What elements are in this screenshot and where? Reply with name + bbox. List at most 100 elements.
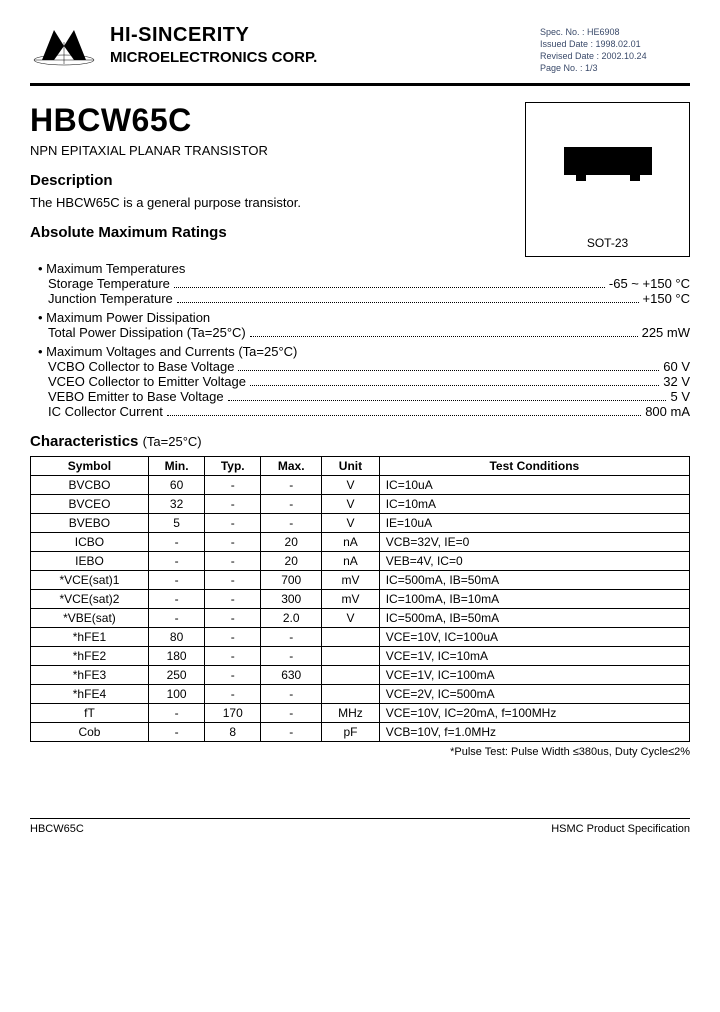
table-cell: - [148,589,204,608]
table-cell: BVCBO [31,475,149,494]
table-cell: VCB=32V, IE=0 [379,532,689,551]
ratings-row-value: 800 mA [645,404,690,419]
part-type: NPN EPITAXIAL PLANAR TRANSISTOR [30,143,515,158]
ratings-row: Junction Temperature+150 °C [30,291,690,306]
table-row: Cob-8-pFVCB=10V, f=1.0MHz [31,722,690,741]
table-cell: VCB=10V, f=1.0MHz [379,722,689,741]
package-diagram: SOT-23 [525,102,690,257]
ratings-row-label: IC Collector Current [48,404,163,419]
table-row: *VBE(sat)--2.0VIC=500mA, IB=50mA [31,608,690,627]
table-cell: - [205,589,261,608]
table-cell: - [205,475,261,494]
ratings-group-title: • Maximum Temperatures [30,261,690,276]
ratings-row-label: VCBO Collector to Base Voltage [48,359,234,374]
table-cell: 100 [148,684,204,703]
table-cell: - [261,722,322,741]
table-cell: ICBO [31,532,149,551]
footer: HBCW65C HSMC Product Specification [30,818,690,835]
table-header: Max. [261,456,322,475]
table-cell: IEBO [31,551,149,570]
table-cell: Cob [31,722,149,741]
table-header: Min. [148,456,204,475]
ratings-row-label: Total Power Dissipation (Ta=25°C) [48,325,246,340]
table-cell: V [322,608,380,627]
table-cell: - [205,665,261,684]
ratings-row-value: 60 V [663,359,690,374]
table-cell: - [205,494,261,513]
table-cell: IC=100mA, IB=10mA [379,589,689,608]
table-row: BVCEO32--VIC=10mA [31,494,690,513]
table-cell: BVCEO [31,494,149,513]
table-cell: - [205,532,261,551]
table-cell: *VCE(sat)1 [31,570,149,589]
table-cell: VCE=1V, IC=100mA [379,665,689,684]
table-cell: - [205,551,261,570]
ratings-heading: Absolute Maximum Ratings [30,224,515,241]
ratings-block: • Maximum TemperaturesStorage Temperatur… [30,261,690,419]
table-row: *VCE(sat)2--300mVIC=100mA, IB=10mA [31,589,690,608]
table-header: Unit [322,456,380,475]
company-logo [30,24,98,66]
characteristics-heading: Characteristics (Ta=25°C) [30,433,690,450]
table-cell: - [261,513,322,532]
table-cell: - [205,570,261,589]
table-cell: BVEBO [31,513,149,532]
table-cell: - [148,608,204,627]
table-cell: *VCE(sat)2 [31,589,149,608]
table-cell: IE=10uA [379,513,689,532]
table-cell: - [261,627,322,646]
table-cell: 180 [148,646,204,665]
table-cell: - [148,551,204,570]
package-label: SOT-23 [526,236,689,250]
part-number: HBCW65C [30,102,515,139]
ratings-group-title: • Maximum Power Dissipation [30,310,690,325]
table-header: Typ. [205,456,261,475]
characteristics-footnote: *Pulse Test: Pulse Width ≤380us, Duty Cy… [30,746,690,758]
company-name: HI-SINCERITY [110,24,528,47]
table-cell: - [148,722,204,741]
table-cell [322,665,380,684]
table-cell: 80 [148,627,204,646]
spec-block: Spec. No. : HE6908 Issued Date : 1998.02… [540,26,690,75]
footer-right: HSMC Product Specification [551,823,690,835]
description-text: The HBCW65C is a general purpose transis… [30,195,515,210]
table-cell: 700 [261,570,322,589]
spec-page: Page No. : 1/3 [540,62,690,74]
table-cell: - [261,684,322,703]
table-cell: VEB=4V, IC=0 [379,551,689,570]
description-heading: Description [30,172,515,189]
table-cell: *hFE2 [31,646,149,665]
table-cell: IC=500mA, IB=50mA [379,608,689,627]
table-cell: mV [322,570,380,589]
table-cell: 8 [205,722,261,741]
table-row: *hFE180--VCE=10V, IC=100uA [31,627,690,646]
table-cell: V [322,494,380,513]
table-cell [322,646,380,665]
table-row: *VCE(sat)1--700mVIC=500mA, IB=50mA [31,570,690,589]
table-cell [322,627,380,646]
table-cell: nA [322,532,380,551]
table-row: fT-170-MHzVCE=10V, IC=20mA, f=100MHz [31,703,690,722]
ratings-row: Total Power Dissipation (Ta=25°C)225 mW [30,325,690,340]
table-cell: 630 [261,665,322,684]
table-cell: - [205,513,261,532]
header: HI-SINCERITY MICROELECTRONICS CORP. Spec… [30,24,690,86]
table-cell: 32 [148,494,204,513]
ratings-row: Storage Temperature-65 ~ +150 °C [30,276,690,291]
ratings-row-value: +150 °C [643,291,690,306]
table-row: BVCBO60--VIC=10uA [31,475,690,494]
table-cell: VCE=10V, IC=100uA [379,627,689,646]
spec-no: Spec. No. : HE6908 [540,26,690,38]
table-cell: pF [322,722,380,741]
table-cell: - [261,703,322,722]
table-cell: - [261,494,322,513]
ratings-row: VCEO Collector to Emitter Voltage32 V [30,374,690,389]
table-cell: IC=500mA, IB=50mA [379,570,689,589]
ratings-row: VCBO Collector to Base Voltage 60 V [30,359,690,374]
ratings-row-label: VEBO Emitter to Base Voltage [48,389,224,404]
ratings-row-value: 32 V [663,374,690,389]
table-row: ICBO--20nAVCB=32V, IE=0 [31,532,690,551]
table-cell: - [148,532,204,551]
table-cell: 60 [148,475,204,494]
table-cell: - [205,684,261,703]
